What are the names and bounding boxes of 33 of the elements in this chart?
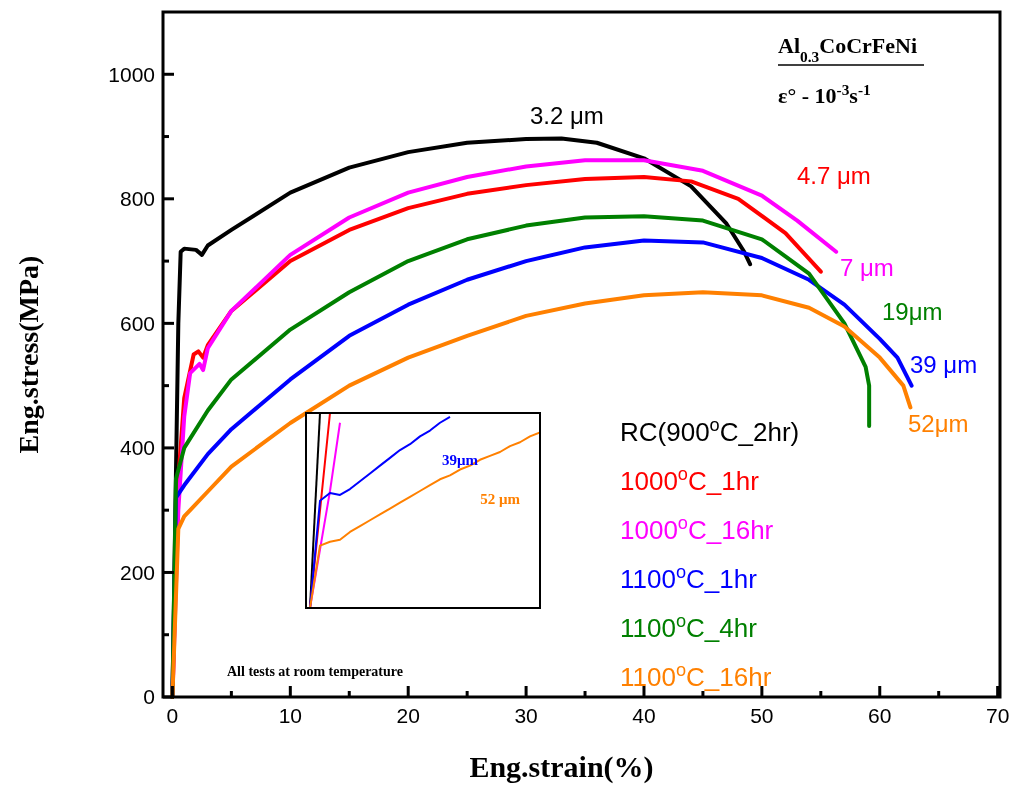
x-tick-label: 40 xyxy=(632,704,656,727)
annotation: 7 μm xyxy=(840,254,894,282)
annotation: 4.7 μm xyxy=(797,162,871,190)
annotation: ε° - 10$^{-3}$s$^{-1}$ xyxy=(778,80,871,108)
annotation: 19μm xyxy=(882,298,943,326)
x-tick-label: 20 xyxy=(396,704,420,727)
annotation: 39μm xyxy=(442,452,479,469)
x-tick-label: 30 xyxy=(514,704,538,727)
x-tick-label: 50 xyxy=(750,704,774,727)
x-tick-label: 70 xyxy=(985,704,1010,727)
annotation: 52μm xyxy=(908,410,969,438)
y-tick-label: 0 xyxy=(143,685,155,709)
y-axis-title: Eng.stress(MPa) xyxy=(13,255,44,454)
y-tick-label: 600 xyxy=(119,311,155,335)
x-tick-label: 0 xyxy=(166,704,179,727)
annotation: 3.2 μm xyxy=(530,102,604,130)
text: 1100$^{o}$C_16hr xyxy=(620,660,772,693)
x-tick-label: 60 xyxy=(868,704,892,727)
y-tick-label: 200 xyxy=(119,560,155,584)
y-tick-label: 1000 xyxy=(108,62,155,86)
y-tick-label: 800 xyxy=(119,187,155,211)
text: 1000$^{o}$C_16hr xyxy=(620,513,774,546)
annotation: 52 μm xyxy=(480,491,521,508)
annotation: 39 μm xyxy=(910,351,978,379)
x-axis-title: Eng.strain(%) xyxy=(469,750,654,784)
text: RC(900$^{o}$C_2hr) xyxy=(620,415,800,448)
text: 1100$^{o}$C_4hr xyxy=(620,611,758,644)
y-tick-label: 400 xyxy=(119,436,155,460)
annotation: Al$_{0.3}$CoCrFeNi xyxy=(778,33,917,65)
annotation: All tests at room temperature xyxy=(227,664,403,679)
x-tick-label: 10 xyxy=(278,704,302,727)
text: 1000$^{o}$C_1hr xyxy=(620,464,760,497)
text: 1100$^{o}$C_1hr xyxy=(620,562,758,595)
